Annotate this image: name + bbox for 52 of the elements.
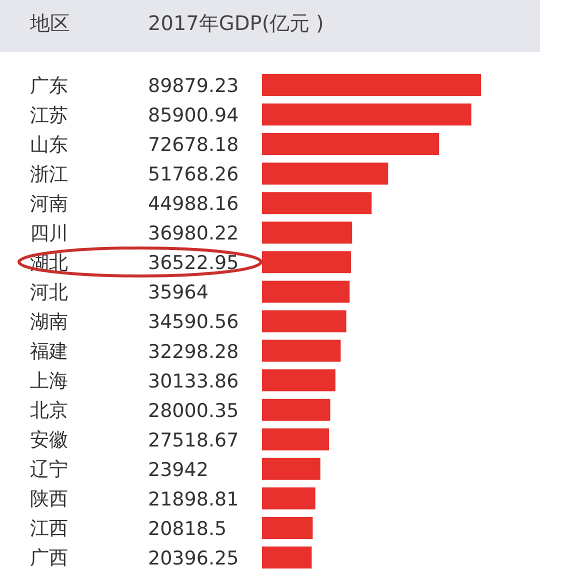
data-label: 28000.35 xyxy=(148,400,239,422)
data-label: 20818.5 xyxy=(148,518,227,540)
y-tick-label: 江苏 xyxy=(30,104,68,126)
bar xyxy=(262,516,313,539)
data-label: 85900.94 xyxy=(148,104,239,127)
y-tick-label: 河北 xyxy=(30,281,68,304)
x-axis-title: 2017年GDP(亿元 ) xyxy=(148,10,324,37)
y-tick-label: 四川 xyxy=(30,222,68,244)
y-tick-label: 湖南 xyxy=(30,311,68,333)
y-tick-label: 河南 xyxy=(30,192,68,215)
data-label: 72678.18 xyxy=(148,134,239,156)
bar xyxy=(262,222,352,244)
data-label: 23942 xyxy=(148,458,208,481)
bar xyxy=(262,369,336,392)
data-label: 32298.28 xyxy=(148,340,239,363)
bar xyxy=(262,428,330,450)
bar xyxy=(262,310,346,332)
y-tick-label: 山东 xyxy=(30,134,68,156)
y-tick-label: 广东 xyxy=(30,74,68,97)
data-label: 27518.67 xyxy=(148,429,239,452)
y-tick-label: 福建 xyxy=(30,340,68,363)
bar xyxy=(262,340,341,362)
bar xyxy=(262,280,350,303)
data-label: 21898.81 xyxy=(148,488,239,510)
data-label: 20396.25 xyxy=(148,547,239,570)
data-label: 51768.26 xyxy=(148,164,239,186)
y-tick-label: 辽宁 xyxy=(30,458,68,481)
bar xyxy=(262,74,481,96)
y-tick-label: 浙江 xyxy=(30,163,68,186)
y-tick-label: 广西 xyxy=(30,547,68,570)
y-tick-label: 江西 xyxy=(30,518,68,540)
bar xyxy=(262,398,330,421)
data-label: 89879.23 xyxy=(148,75,239,97)
y-tick-label: 北京 xyxy=(30,400,68,422)
data-label: 30133.86 xyxy=(148,370,239,392)
bar xyxy=(262,251,351,274)
y-tick-label: 安徽 xyxy=(30,429,68,452)
data-label: 44988.16 xyxy=(148,193,239,216)
data-label: 35964 xyxy=(148,282,208,304)
bar xyxy=(262,104,472,126)
y-tick-label: 上海 xyxy=(30,370,68,392)
bar xyxy=(262,546,312,568)
bar xyxy=(262,487,316,510)
bar xyxy=(262,162,388,185)
y-tick-label: 陕西 xyxy=(30,488,68,510)
y-axis-title: 地区 xyxy=(30,10,70,37)
bar xyxy=(262,192,372,214)
data-label: 36522.95 xyxy=(148,252,239,274)
bar xyxy=(262,458,320,480)
data-label: 34590.56 xyxy=(148,311,239,334)
bar xyxy=(262,133,440,156)
data-label: 36980.22 xyxy=(148,222,239,245)
